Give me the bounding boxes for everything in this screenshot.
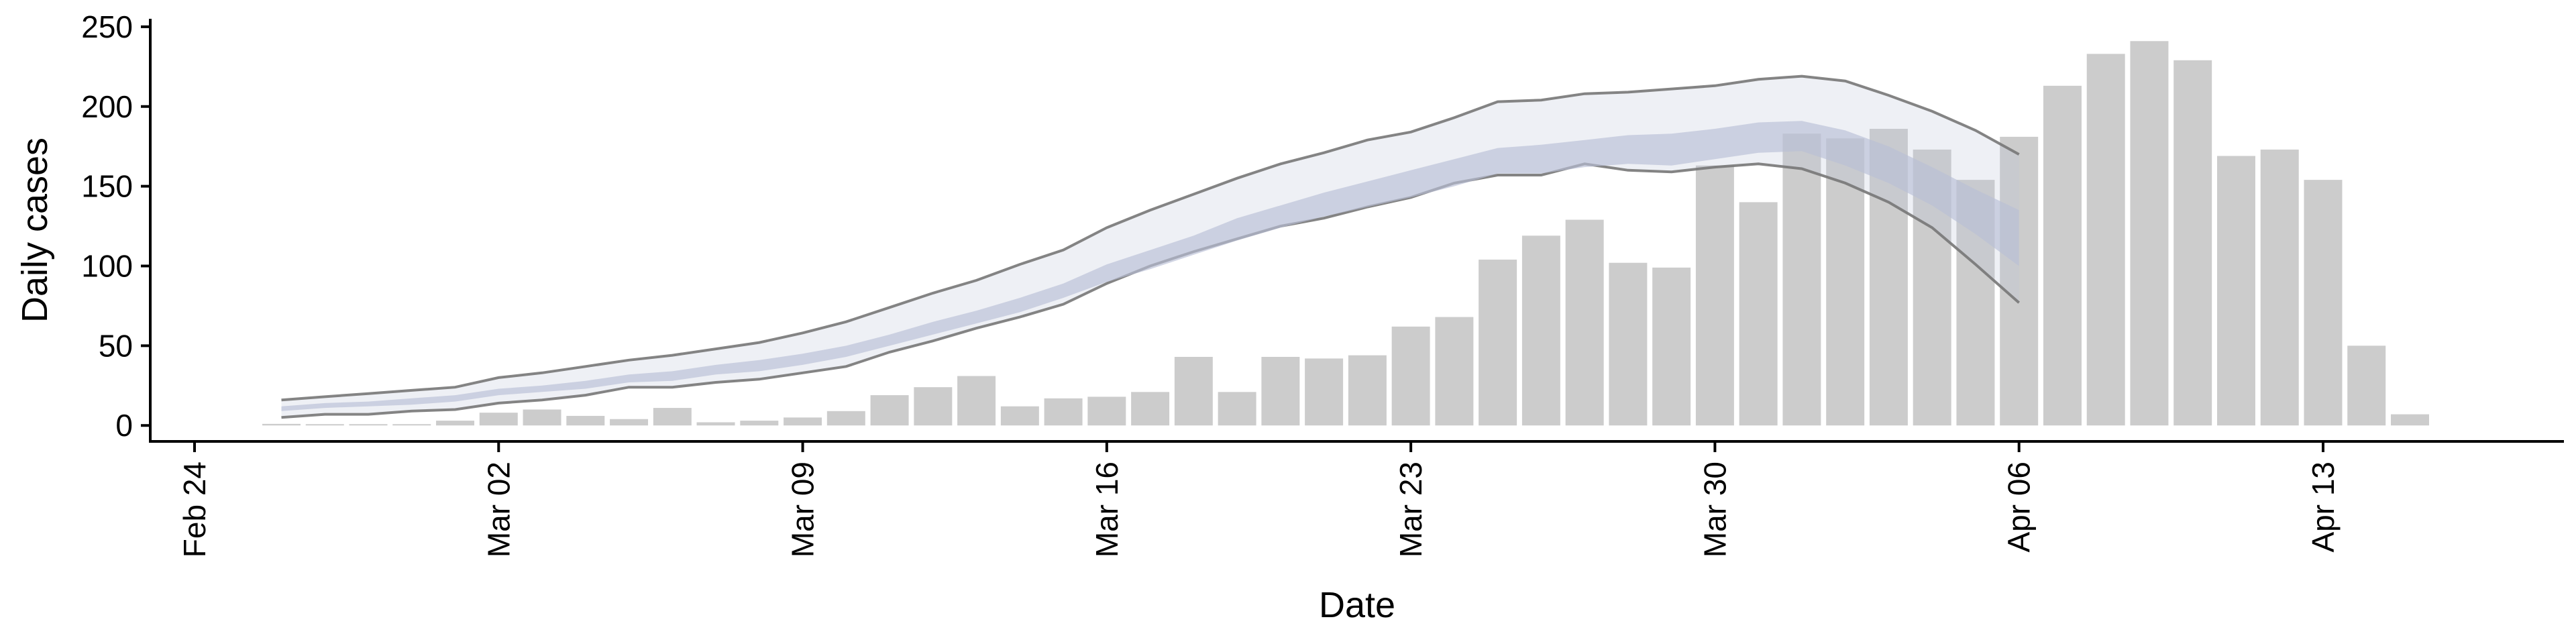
y-tick-label-200: 200 xyxy=(81,89,133,124)
bar-2020-04-06 xyxy=(2000,136,2039,426)
bar-2020-04-02 xyxy=(1826,138,1865,426)
y-axis-title: Daily cases xyxy=(15,138,55,323)
bar-2020-03-04 xyxy=(566,415,605,426)
band-upper-line xyxy=(281,74,2020,402)
bar-2020-03-17 xyxy=(1131,392,1170,426)
bar-2020-04-13 xyxy=(2304,180,2343,426)
bar-2020-04-15 xyxy=(2391,414,2429,426)
bar-2020-04-12 xyxy=(2260,149,2299,426)
bar-2020-04-09 xyxy=(2130,41,2169,426)
bars-layer xyxy=(262,41,2429,426)
bar-2020-04-07 xyxy=(2043,85,2082,426)
bar-2020-03-13 xyxy=(957,376,996,426)
y-tick-label-150: 150 xyxy=(81,169,133,204)
y-tick-label-250: 250 xyxy=(81,9,133,44)
bar-2020-04-14 xyxy=(2347,345,2386,426)
bar-2020-03-19 xyxy=(1218,392,1256,426)
bar-2020-02-27 xyxy=(305,424,344,426)
bar-2020-03-14 xyxy=(1000,406,1039,426)
y-tick-label-50: 50 xyxy=(99,328,133,363)
bar-2020-03-31 xyxy=(1739,202,1778,426)
bar-2020-03-24 xyxy=(1435,317,1474,426)
bar-2020-03-11 xyxy=(870,395,909,426)
bar-2020-03-27 xyxy=(1565,219,1604,426)
axes-layer: 0 50 100 150 200 250 Feb 24 Mar 02 Mar 09 Mar 16 M… xyxy=(81,9,2564,557)
bar-2020-02-28 xyxy=(349,424,388,426)
bar-2020-03-05 xyxy=(610,419,649,426)
bar-2020-03-08 xyxy=(740,421,779,426)
bar-2020-03-29 xyxy=(1652,267,1691,426)
x-tick-label-2020-04-13: Apr 13 xyxy=(2306,462,2341,553)
bar-2020-03-30 xyxy=(1695,165,1734,426)
bar-2020-03-15 xyxy=(1044,398,1083,426)
x-axis-title: Date xyxy=(1319,585,1395,625)
x-tick-label-2020-04-06: Apr 06 xyxy=(2002,462,2037,553)
y-tick-label-100: 100 xyxy=(81,248,133,283)
bar-2020-04-10 xyxy=(2174,60,2212,426)
x-tick-label-2020-03-16: Mar 16 xyxy=(1089,462,1124,557)
bar-2020-03-12 xyxy=(914,387,953,426)
bar-2020-03-07 xyxy=(696,422,735,426)
x-tick-label-2020-03-23: Mar 23 xyxy=(1393,462,1428,557)
bar-2020-03-20 xyxy=(1261,357,1300,426)
bar-2020-03-21 xyxy=(1305,358,1344,426)
bar-2020-04-11 xyxy=(2216,156,2255,426)
bar-2020-03-01 xyxy=(436,421,475,426)
bar-2020-03-18 xyxy=(1174,357,1213,426)
bar-2020-02-26 xyxy=(262,423,301,426)
bar-2020-03-10 xyxy=(826,411,865,426)
x-tick-label-2020-03-30: Mar 30 xyxy=(1697,462,1732,557)
bar-2020-04-01 xyxy=(1782,133,1821,426)
bar-2020-03-09 xyxy=(784,417,822,426)
bands-layer xyxy=(281,74,2021,419)
bar-2020-03-02 xyxy=(479,413,518,426)
bar-2020-04-08 xyxy=(2086,54,2125,426)
bar-2020-03-06 xyxy=(653,408,692,426)
x-tick-label-2020-03-09: Mar 09 xyxy=(786,462,820,557)
bar-2020-03-25 xyxy=(1479,259,1517,426)
bar-2020-03-28 xyxy=(1609,262,1648,426)
x-tick-label-2020-03-02: Mar 02 xyxy=(481,462,516,557)
bar-2020-03-26 xyxy=(1521,235,1560,426)
x-tick-label-2020-02-24: Feb 24 xyxy=(177,462,212,557)
bar-2020-03-23 xyxy=(1391,326,1430,426)
band-1 xyxy=(281,121,2019,411)
bar-2020-03-22 xyxy=(1348,355,1387,426)
bar-2020-03-16 xyxy=(1087,396,1126,426)
bar-2020-02-29 xyxy=(392,424,431,426)
y-tick-label-0: 0 xyxy=(115,408,133,443)
bar-2020-03-03 xyxy=(523,409,561,426)
